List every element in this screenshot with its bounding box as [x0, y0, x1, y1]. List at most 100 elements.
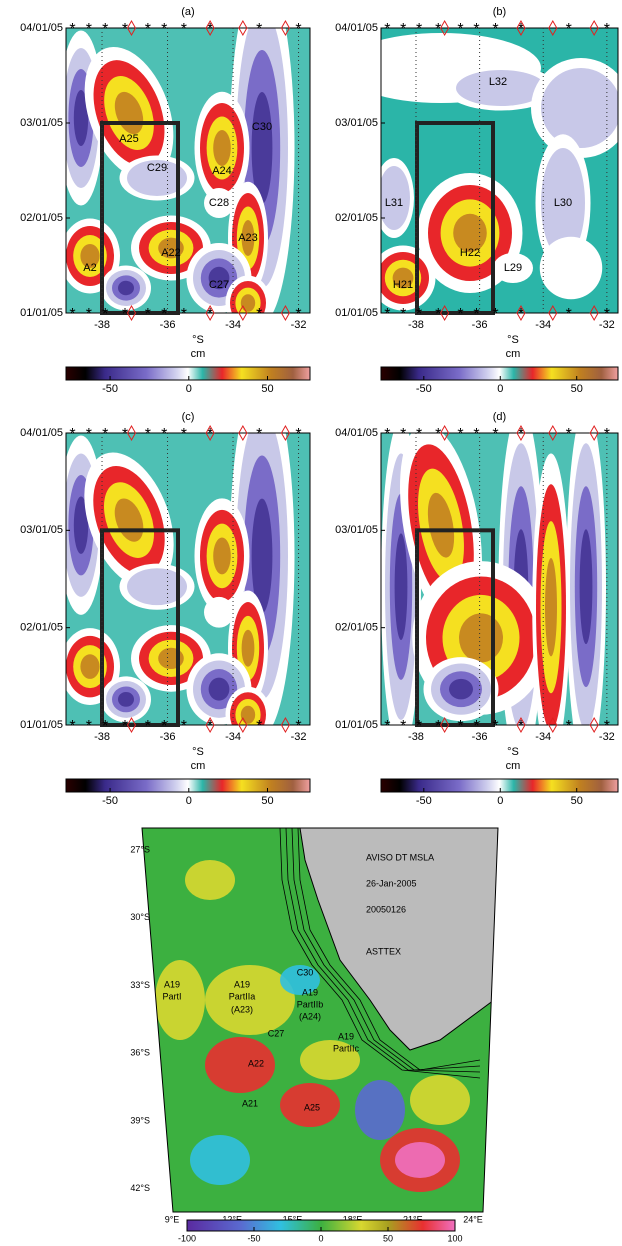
station-asterisk: *	[86, 306, 92, 323]
station-asterisk: *	[102, 718, 108, 735]
eddy-label: A24	[212, 165, 232, 177]
y-tick-label: 02/01/05	[335, 212, 378, 224]
y-tick-label: 04/01/05	[335, 427, 378, 439]
colorbar-tick-label: 50	[261, 795, 273, 807]
contour-blob	[459, 613, 503, 662]
eddy-label: A2	[83, 262, 96, 274]
map-colorbar-tick-label: 50	[383, 1233, 393, 1243]
colorbar-tick-label: 50	[571, 795, 583, 807]
y-tick-label: 01/01/05	[335, 307, 378, 319]
figure: (a)-38-36-34-3201/01/0502/01/0503/01/050…	[0, 0, 622, 1246]
map-annotation: AVISO DT MSLA	[366, 852, 434, 862]
y-tick-label: 04/01/05	[335, 22, 378, 34]
station-asterisk: *	[566, 306, 572, 323]
colorbar-label: cm	[506, 348, 521, 360]
station-asterisk: *	[435, 426, 441, 443]
map-annotation: (A24)	[299, 1011, 321, 1021]
y-tick-label: 01/01/05	[20, 719, 63, 731]
station-asterisk: *	[122, 718, 128, 735]
x-axis-label: °S	[192, 746, 204, 758]
lat-tick-label: 33°S	[130, 980, 150, 990]
station-asterisk: *	[145, 306, 151, 323]
station-asterisk: *	[473, 306, 479, 323]
station-asterisk: *	[145, 718, 151, 735]
station-asterisk: *	[145, 21, 151, 38]
station-asterisk: *	[492, 21, 498, 38]
station-asterisk: *	[161, 426, 167, 443]
contour-blob	[241, 706, 255, 724]
station-asterisk: *	[566, 718, 572, 735]
colorbar-label: cm	[191, 348, 206, 360]
station-asterisk: *	[69, 426, 75, 443]
anomaly-blob	[185, 860, 235, 900]
map-annotation: 20050126	[366, 904, 406, 914]
station-asterisk: *	[416, 718, 422, 735]
contour-blob	[241, 294, 255, 312]
contour-blob	[546, 243, 596, 293]
station-asterisk: *	[457, 426, 463, 443]
contour-blob	[213, 538, 231, 575]
y-tick-label: 01/01/05	[20, 307, 63, 319]
eddy-label: A23	[238, 232, 258, 244]
panel-label: (c)	[182, 411, 195, 423]
station-asterisk: *	[457, 718, 463, 735]
station-asterisk: *	[86, 426, 92, 443]
contour-blob	[580, 529, 593, 644]
station-asterisk: *	[435, 306, 441, 323]
map-annotation: PartIIb	[297, 999, 324, 1009]
station-asterisk: *	[492, 426, 498, 443]
map-annotation: A19	[338, 1031, 354, 1041]
station-asterisk: *	[566, 21, 572, 38]
map-annotation: A22	[248, 1058, 264, 1068]
map-annotation: A19	[234, 979, 250, 989]
map-colorbar-tick-label: -50	[247, 1233, 260, 1243]
y-tick-label: 03/01/05	[20, 524, 63, 536]
station-asterisk: *	[161, 21, 167, 38]
colorbar-label: cm	[506, 760, 521, 772]
station-asterisk: *	[122, 21, 128, 38]
map-annotation: PartIIa	[229, 991, 256, 1001]
map-annotation: (A23)	[231, 1004, 253, 1014]
station-asterisk: *	[145, 426, 151, 443]
map-annotation: A25	[304, 1102, 320, 1112]
colorbar	[381, 779, 618, 792]
colorbar-tick-label: -50	[416, 795, 432, 807]
station-asterisk: *	[86, 718, 92, 735]
eddy-label: L32	[489, 76, 507, 88]
map-colorbar-tick-label: 0	[318, 1233, 323, 1243]
eddy-label: H22	[460, 247, 480, 259]
anomaly-blob	[205, 1037, 275, 1093]
panel-label: (d)	[493, 411, 506, 423]
map-annotation: PartI	[162, 991, 181, 1001]
x-tick-label: -34	[225, 731, 241, 743]
colorbar-tick-label: 50	[571, 383, 583, 395]
x-tick-label: -34	[225, 319, 241, 331]
colorbar-tick-label: 0	[186, 795, 192, 807]
field	[59, 0, 311, 331]
station-asterisk: *	[122, 426, 128, 443]
station-asterisk: *	[492, 306, 498, 323]
station-asterisk: *	[256, 718, 262, 735]
contour-blob	[118, 281, 134, 295]
lat-tick-label: 27°S	[130, 844, 150, 854]
station-asterisk: *	[161, 718, 167, 735]
x-axis-label: °S	[507, 334, 519, 346]
colorbar	[66, 779, 310, 792]
station-asterisk: *	[181, 21, 187, 38]
y-tick-label: 04/01/05	[20, 427, 63, 439]
station-asterisk: *	[86, 21, 92, 38]
contour-blob	[209, 678, 230, 701]
station-asterisk: *	[69, 21, 75, 38]
station-asterisk: *	[295, 426, 301, 443]
station-asterisk: *	[435, 718, 441, 735]
station-asterisk: *	[161, 306, 167, 323]
eddy-label: H21	[393, 279, 413, 291]
map-colorbar-tick-label: -100	[178, 1233, 196, 1243]
station-asterisk: *	[473, 21, 479, 38]
map-annotation: ASTTEX	[366, 946, 401, 956]
map-annotation: A21	[242, 1098, 258, 1108]
eddy-label: C29	[147, 162, 167, 174]
eddy-label: C28	[209, 197, 229, 209]
station-asterisk: *	[102, 306, 108, 323]
contour-blob	[213, 130, 231, 166]
